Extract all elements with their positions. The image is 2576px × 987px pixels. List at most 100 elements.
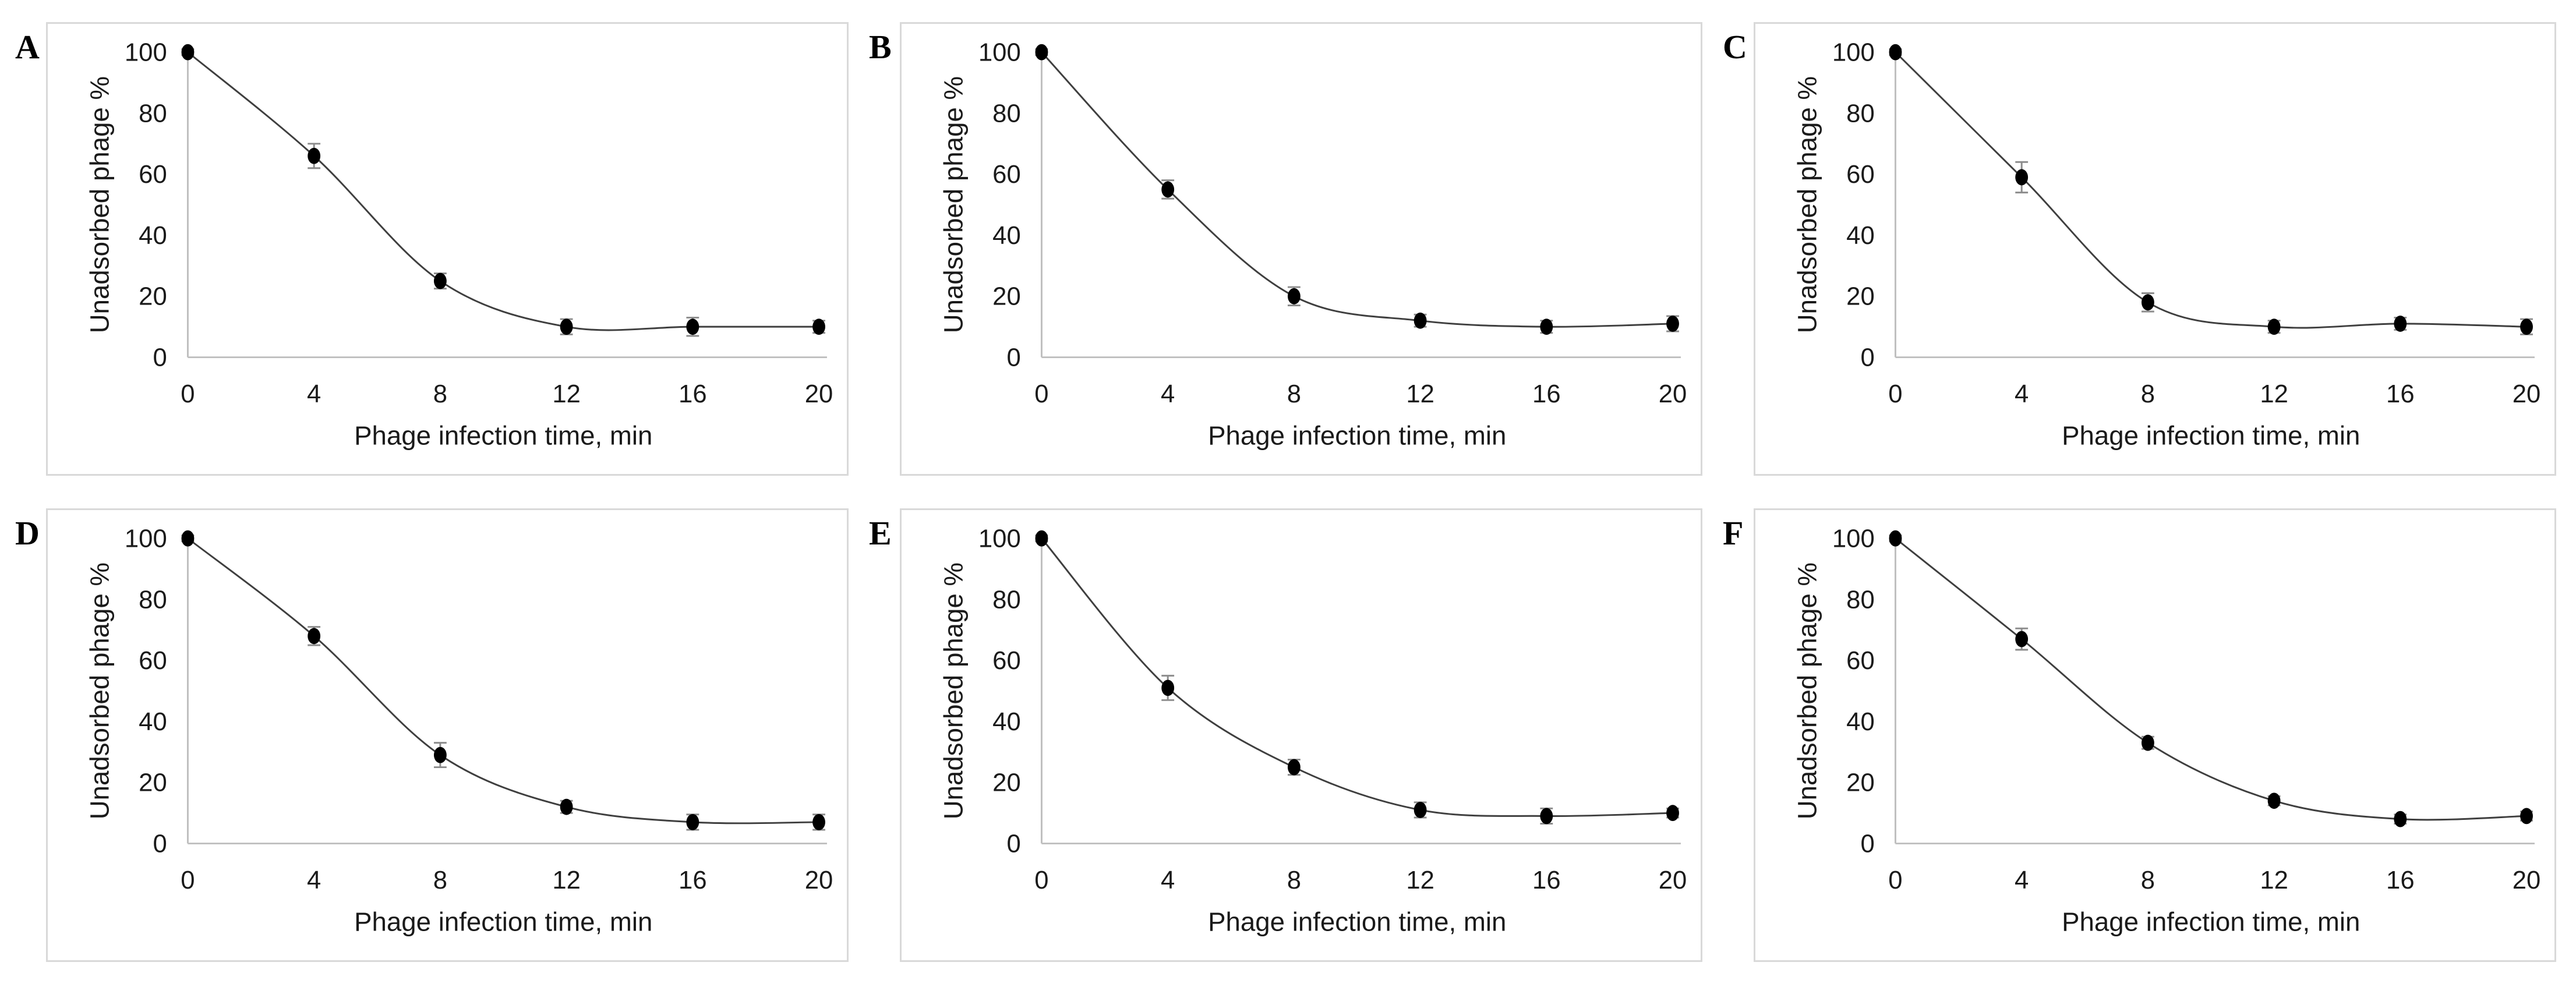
y-tick-label: 100: [978, 525, 1021, 553]
data-point-marker: [1414, 312, 1427, 329]
y-tick-label: 80: [1846, 99, 1875, 128]
chart-svg-b: 0 20 40 60 80 100 0 4 8 12 16 20 Phage infection tim…: [939, 38, 1687, 451]
data-point-marker: [1287, 288, 1301, 305]
data-point-marker: [686, 813, 699, 830]
panel-label-c: C: [1723, 28, 1747, 66]
data-point-marker: [2394, 811, 2407, 827]
data-point-marker: [1666, 805, 1679, 822]
panel-label-e: E: [869, 514, 892, 552]
x-tick-label: 8: [1287, 866, 1301, 894]
y-tick-label: 40: [139, 707, 167, 736]
y-tick-label: 60: [1846, 646, 1875, 675]
y-tick-label: 100: [1832, 525, 1875, 553]
data-point-marker: [560, 798, 573, 815]
x-axis-title: Phage infection time, min: [2062, 420, 2360, 450]
x-tick-label: 8: [433, 380, 447, 408]
x-axis-title: Phage infection time, min: [354, 420, 652, 450]
y-tick-label: 40: [139, 221, 167, 250]
chart-svg-e: 0 20 40 60 80 100 0 4 8 12 16 20 Phage infection tim…: [939, 525, 1687, 937]
data-point-marker: [1540, 808, 1553, 825]
x-axis-title: Phage infection time, min: [2062, 907, 2360, 936]
x-tick-label: 20: [2513, 866, 2541, 894]
y-tick-label: 40: [992, 221, 1021, 250]
x-tick-label: 20: [805, 866, 833, 894]
panel-label-b: B: [869, 28, 892, 66]
data-point-marker: [1161, 181, 1175, 198]
x-axis-title: Phage infection time, min: [354, 907, 652, 936]
x-tick-label: 12: [2260, 866, 2288, 894]
y-tick-label: 20: [139, 769, 167, 797]
data-point-marker: [1889, 44, 1902, 61]
data-point-marker: [2267, 319, 2281, 335]
data-point-marker: [181, 530, 195, 547]
series-line: [1041, 537, 1673, 817]
y-tick-label: 60: [992, 160, 1021, 189]
data-point-marker: [2394, 316, 2407, 332]
series-line: [1041, 51, 1673, 328]
x-tick-label: 4: [307, 866, 321, 894]
data-point-marker: [1035, 530, 1048, 547]
data-point-marker: [2015, 631, 2029, 648]
x-tick-label: 12: [2260, 380, 2288, 408]
x-tick-label: 16: [1532, 866, 1561, 894]
x-tick-label: 0: [1034, 866, 1048, 894]
data-point-marker: [2015, 169, 2029, 186]
y-tick-label: 80: [139, 585, 167, 614]
chart-svg-f: 0 20 40 60 80 100 0 4 8 12 16 20 Phage infection tim…: [1793, 525, 2541, 937]
chart-panel-b: B 0 20 40 60 80 100 0 4 8 12 16 20 Phage infection t…: [869, 22, 1702, 476]
y-tick-label: 0: [1006, 343, 1020, 372]
data-point-marker: [1161, 680, 1175, 696]
y-tick-label: 0: [1860, 343, 1874, 372]
x-tick-label: 16: [2386, 866, 2415, 894]
y-axis-title: Unadsorbed phage %: [85, 563, 115, 819]
y-tick-label: 80: [992, 585, 1021, 614]
data-point-marker: [812, 319, 825, 335]
y-tick-label: 80: [992, 99, 1021, 128]
data-point-marker: [181, 44, 195, 61]
x-tick-label: 4: [1161, 380, 1175, 408]
chart-panel-c: C 0 20 40 60 80 100 0 4 8 12 16 20 Phage infection t…: [1723, 22, 2556, 476]
y-tick-label: 40: [1846, 221, 1875, 250]
data-point-marker: [433, 273, 447, 289]
y-axis-title: Unadsorbed phage %: [939, 76, 969, 333]
y-tick-label: 60: [992, 646, 1021, 675]
x-tick-label: 16: [2386, 380, 2415, 408]
x-axis-title: Phage infection time, min: [1208, 420, 1506, 450]
y-tick-label: 0: [1006, 829, 1020, 858]
x-tick-label: 4: [2015, 866, 2029, 894]
chart-panel-d: D 0 20 40 60 80 100 0 4 8 12 16 20 Phage infection t…: [15, 508, 849, 962]
chart-panel-f: F 0 20 40 60 80 100 0 4 8 12 16 20 Phage infection t…: [1723, 508, 2556, 962]
x-tick-label: 4: [1161, 866, 1175, 894]
panel-label-f: F: [1723, 514, 1744, 552]
y-tick-label: 100: [978, 38, 1021, 67]
data-point-marker: [2520, 319, 2533, 335]
data-point-marker: [1540, 319, 1553, 335]
y-tick-label: 20: [1846, 769, 1875, 797]
y-tick-label: 0: [153, 829, 167, 858]
panel-label-d: D: [15, 514, 40, 552]
data-point-marker: [1287, 759, 1301, 776]
data-point-marker: [1889, 530, 1902, 547]
x-tick-label: 16: [679, 866, 707, 894]
y-tick-label: 0: [1860, 829, 1874, 858]
x-tick-label: 12: [552, 380, 581, 408]
x-tick-label: 16: [679, 380, 707, 408]
data-point-marker: [1035, 44, 1048, 61]
data-point-marker: [1666, 316, 1679, 332]
x-tick-label: 8: [1287, 380, 1301, 408]
y-tick-label: 20: [139, 282, 167, 311]
x-tick-label: 0: [1034, 380, 1048, 408]
x-tick-label: 0: [181, 380, 195, 408]
y-tick-label: 20: [992, 282, 1021, 311]
data-point-marker: [308, 628, 321, 645]
data-point-marker: [2267, 793, 2281, 809]
y-axis-title: Unadsorbed phage %: [939, 563, 969, 819]
data-point-marker: [2141, 294, 2154, 311]
data-point-marker: [1414, 802, 1427, 818]
x-tick-label: 12: [1406, 380, 1434, 408]
data-point-marker: [2520, 808, 2533, 825]
x-tick-label: 0: [1888, 380, 1902, 408]
x-tick-label: 12: [552, 866, 581, 894]
series-line: [187, 51, 819, 331]
